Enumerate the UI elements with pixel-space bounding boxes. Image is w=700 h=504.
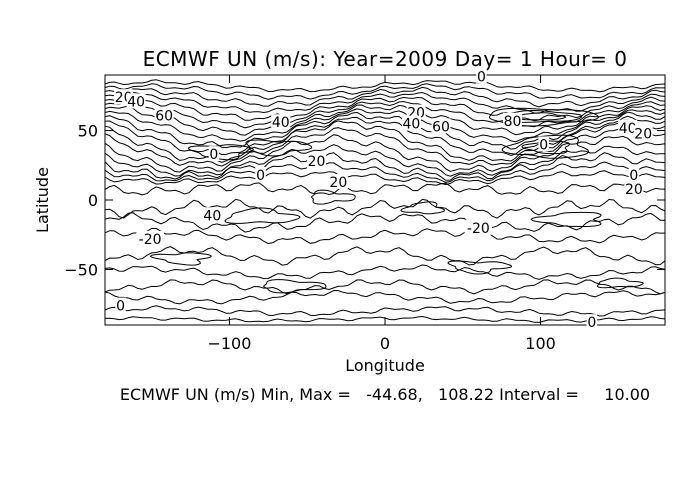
contour-label: 0	[116, 299, 125, 315]
contour-label-bg	[401, 115, 421, 131]
contour-line	[104, 95, 666, 122]
contour-line	[104, 134, 666, 173]
contour-loop	[488, 107, 599, 127]
y-tick-label: −50	[64, 260, 98, 279]
contour-loop	[596, 277, 644, 289]
contour-loop	[224, 207, 301, 224]
x-tick-label: 100	[525, 334, 556, 353]
contour-line	[104, 279, 666, 295]
contour-line	[104, 111, 666, 150]
contour-loop	[245, 139, 313, 157]
contour-line	[104, 227, 665, 245]
contour-loop	[530, 211, 602, 227]
contour-loop	[187, 144, 254, 161]
chart-footer: ECMWF UN (m/s) Min, Max = -44.68, 108.22…	[120, 385, 650, 404]
chart-title: ECMWF UN (m/s): Year=2009 Day= 1 Hour= 0	[143, 47, 628, 71]
contour-loop	[311, 189, 356, 205]
contour-label: 0	[209, 147, 218, 163]
contour-loop	[149, 252, 212, 266]
contour-label-bg	[431, 118, 451, 134]
contour-label: 80	[504, 114, 522, 130]
contour-line	[104, 91, 666, 114]
contour-loop	[501, 134, 590, 159]
contour-label-bg	[307, 153, 327, 169]
x-axis: −100 0 100	[207, 75, 556, 353]
contour-line	[104, 104, 666, 136]
plot-frame	[104, 74, 666, 326]
contour-label-bg	[255, 167, 266, 182]
contour-label-bg	[136, 230, 164, 246]
contour-loop	[447, 260, 513, 275]
contour-label-bg	[328, 173, 348, 189]
contour-line	[104, 289, 666, 305]
contour-label: 0	[256, 168, 265, 184]
contour-label: -20	[139, 232, 162, 248]
contour-label: 0	[539, 137, 548, 153]
contour-label-bg	[154, 107, 174, 123]
contour-label: 40	[619, 121, 637, 137]
contour-label-bg	[476, 68, 487, 84]
contour-label-bg	[271, 114, 291, 130]
contour-line	[104, 115, 666, 156]
contour-line	[104, 108, 666, 143]
contour-label-bg	[503, 112, 523, 128]
contour-loop	[400, 201, 446, 215]
contour-label-bg	[628, 167, 640, 182]
y-axis-label: Latitude	[33, 167, 52, 233]
y-tick-label: 0	[88, 191, 98, 210]
contour-label-bg	[115, 297, 126, 313]
contour-line	[104, 127, 666, 167]
contour-label: 20	[625, 182, 643, 198]
contour-line	[104, 264, 666, 280]
contour-label-bg	[208, 146, 220, 162]
contour-line	[104, 305, 666, 317]
contour-label: -20	[467, 221, 490, 237]
contour-label: 60	[155, 108, 173, 124]
contour-label-bg	[633, 125, 653, 141]
contour-lines	[104, 79, 666, 323]
contour-label-bg	[618, 119, 638, 135]
x-tick-label: −100	[207, 334, 251, 353]
contour-label: 0	[629, 168, 638, 184]
contour-label: 0	[477, 69, 486, 85]
contour-label-bg	[586, 314, 598, 330]
contour-label-bg	[464, 219, 493, 235]
contour-label: 20	[634, 126, 652, 142]
contour-loop	[263, 279, 327, 294]
contour-line	[104, 161, 666, 183]
contour-line	[104, 246, 666, 266]
contour-loop	[521, 140, 570, 155]
contour-label-bg	[202, 207, 222, 223]
contour-label-bg	[538, 136, 549, 152]
contour-line	[104, 170, 666, 186]
x-axis-label: Longitude	[345, 356, 425, 375]
contour-line	[104, 86, 666, 108]
contour-label: 40	[403, 117, 421, 133]
contour-line	[104, 182, 666, 196]
contour-label-bg	[126, 93, 146, 109]
contour-label: 40	[127, 94, 145, 110]
contour-label: 20	[308, 154, 326, 170]
contour-label: 40	[272, 115, 290, 131]
contour-line	[104, 152, 666, 181]
contour-line	[104, 198, 666, 219]
contour-line	[104, 144, 666, 177]
contour-label: 0	[587, 315, 596, 331]
contour-label-bg	[624, 180, 644, 196]
y-axis: −50 0 50	[64, 122, 665, 279]
contour-label: 40	[203, 208, 221, 224]
contour-line	[104, 83, 665, 100]
x-tick-label: 0	[380, 334, 390, 353]
y-tick-label: 50	[78, 122, 98, 141]
contour-line	[104, 212, 666, 233]
contour-line	[104, 119, 666, 163]
contour-label: 60	[432, 119, 450, 135]
contour-label: 20	[329, 175, 347, 191]
